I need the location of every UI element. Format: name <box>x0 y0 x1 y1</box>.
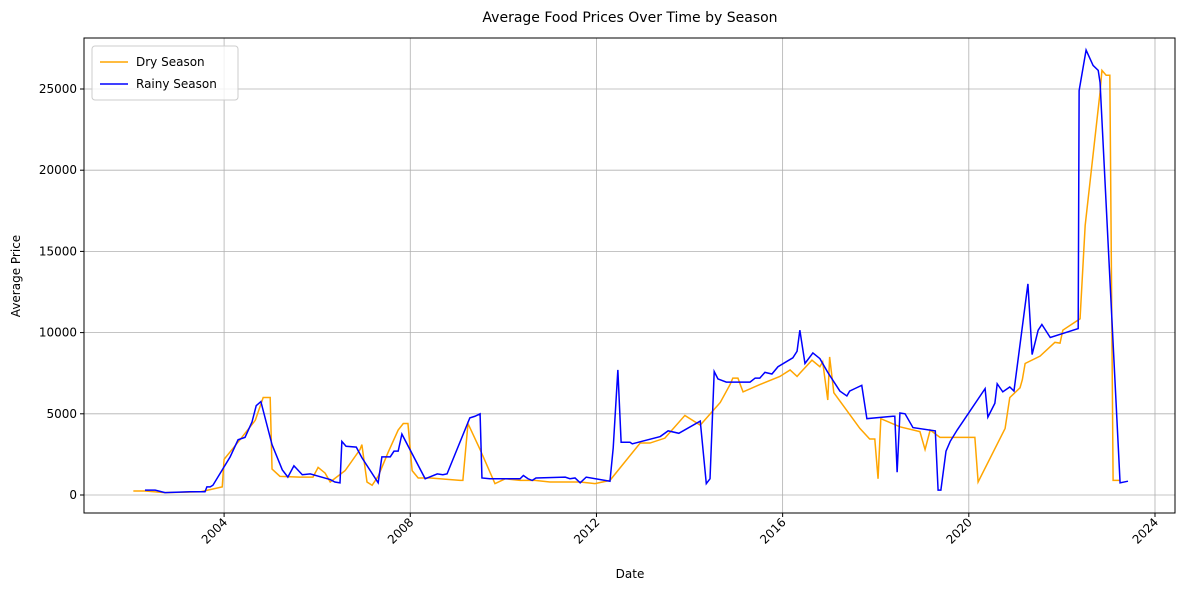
x-tick-label: 2008 <box>385 515 416 546</box>
y-tick-label: 5000 <box>46 407 77 421</box>
y-tick-label: 20000 <box>39 163 77 177</box>
legend-box <box>91 45 239 101</box>
x-tick-label: 2016 <box>757 515 788 546</box>
legend: Dry Season Rainy Season <box>91 45 239 101</box>
y-tick-label: 25000 <box>39 82 77 96</box>
legend-label: Dry Season <box>136 55 205 69</box>
y-tick-label: 10000 <box>39 326 77 340</box>
x-tick-label: 2024 <box>1130 515 1161 546</box>
data-line <box>133 68 1121 494</box>
plot-frame <box>83 37 1176 514</box>
data-line <box>144 47 1129 494</box>
x-axis-label: Date <box>616 567 645 581</box>
y-axis-label: Average Price <box>9 235 23 317</box>
legend-label: Rainy Season <box>136 77 217 91</box>
y-tick-label: 15000 <box>39 244 77 258</box>
x-tick-label: 2004 <box>199 515 230 546</box>
x-tick-label: 2020 <box>943 515 974 546</box>
chart-title: Average Food Prices Over Time by Season <box>482 10 777 26</box>
x-tick-label: 2012 <box>571 515 602 546</box>
y-tick-label: 0 <box>69 488 77 502</box>
